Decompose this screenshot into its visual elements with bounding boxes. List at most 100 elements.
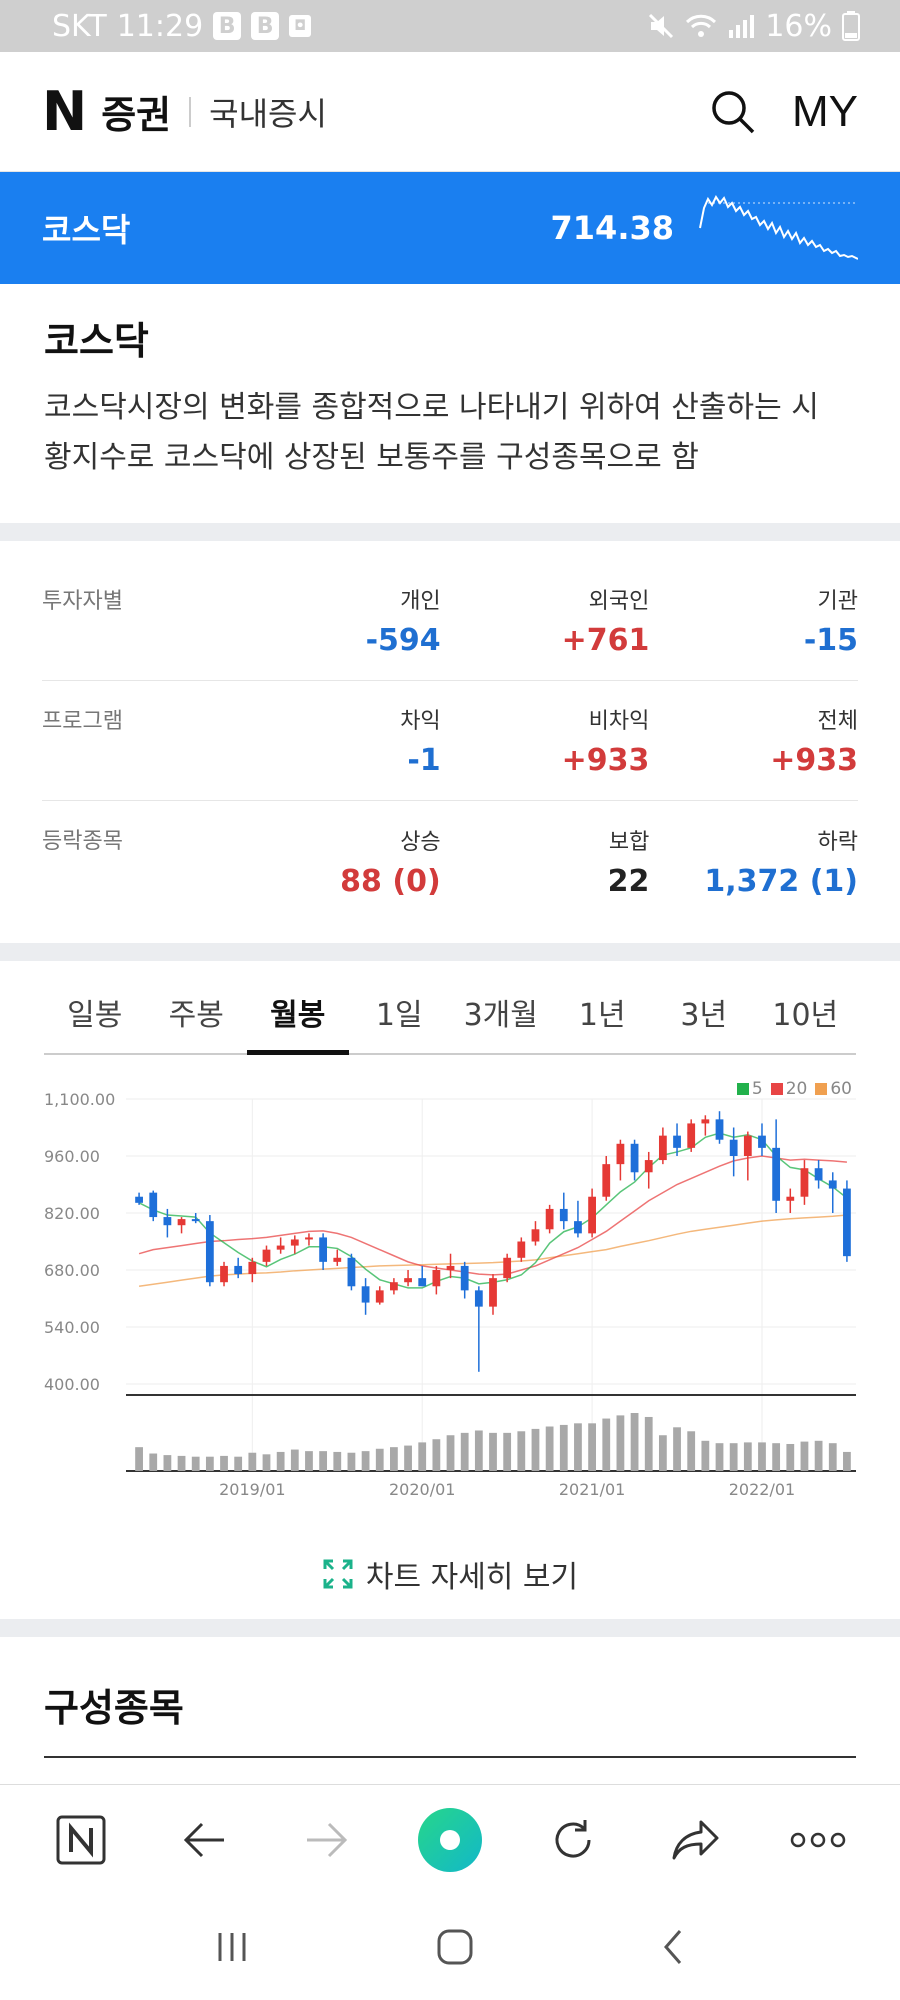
tab-1day[interactable]: 1일 xyxy=(375,998,423,1033)
index-description: 코스닥 코스닥시장의 변화를 종합적으로 나타내기 위하여 산출하는 시 황지수… xyxy=(0,284,900,523)
candle-body xyxy=(418,1278,427,1287)
stat-value: 22 xyxy=(607,863,650,899)
volume-bar xyxy=(375,1448,384,1471)
candle-body xyxy=(305,1237,313,1240)
back-button[interactable] xyxy=(164,1800,244,1880)
volume-bar xyxy=(489,1432,497,1471)
detail-label: 차트 자세히 보기 xyxy=(365,1560,579,1595)
green-dot-button[interactable] xyxy=(410,1800,490,1880)
tab-monthly[interactable]: 월봉 xyxy=(247,981,349,1055)
forward-button[interactable] xyxy=(287,1800,367,1880)
constituents-title: 구성종목 xyxy=(44,1677,856,1758)
volume-bar xyxy=(574,1423,582,1471)
green-dot-icon xyxy=(417,1807,482,1872)
volume-bar xyxy=(248,1452,257,1471)
candle-body xyxy=(644,1160,653,1173)
volume-bar xyxy=(474,1430,483,1471)
candle-body xyxy=(319,1237,328,1262)
description-title: 코스닥 xyxy=(44,319,149,363)
y-tick-label: 960.00 xyxy=(44,1147,100,1166)
refresh-button[interactable] xyxy=(533,1800,613,1880)
more-button[interactable] xyxy=(778,1800,858,1880)
volume-bar xyxy=(276,1451,285,1471)
browser-toolbar xyxy=(0,1784,900,1894)
stat-key: 외국인 xyxy=(588,589,650,614)
recent-apps-icon[interactable] xyxy=(212,1929,252,1965)
stat-value: -15 xyxy=(803,623,859,658)
tab-1year[interactable]: 1년 xyxy=(578,998,626,1033)
stat-key: 전체 xyxy=(817,709,859,734)
chart-legend: 5 20 60 xyxy=(736,1079,852,1099)
volume-bar xyxy=(715,1443,724,1471)
x-tick-label: 2020/01 xyxy=(389,1480,455,1499)
volume-bar xyxy=(517,1431,526,1471)
logo[interactable]: N 증권 xyxy=(42,80,171,143)
tab-10year[interactable]: 10년 xyxy=(772,998,839,1033)
stat-label: 투자자별 xyxy=(42,589,123,614)
candle-body xyxy=(743,1135,752,1156)
chart-section: 일봉 주봉 월봉 1일 3개월 1년 3년 10년 1,100.00 960.00… xyxy=(0,961,900,1619)
volume-bar xyxy=(701,1440,710,1471)
volume-bar xyxy=(220,1455,228,1471)
volume-bar xyxy=(843,1451,851,1471)
battery-percent: 16% xyxy=(765,8,832,44)
candle-body xyxy=(262,1249,271,1262)
volume-bar xyxy=(743,1442,752,1471)
candle-body xyxy=(772,1147,781,1201)
candle-body xyxy=(333,1257,342,1262)
candle-body xyxy=(616,1143,625,1165)
y-tick-label: 820.00 xyxy=(44,1204,100,1223)
volume-bar xyxy=(432,1439,441,1471)
arrow-left-icon xyxy=(184,1822,225,1857)
tab-weekly[interactable]: 주봉 xyxy=(168,998,224,1033)
share-button[interactable] xyxy=(656,1800,736,1880)
candle-body xyxy=(701,1119,710,1124)
b-app-icon: B xyxy=(251,12,280,40)
constituents-section: 구성종목 xyxy=(0,1637,900,1758)
my-button[interactable]: MY xyxy=(792,86,858,136)
description-text: 코스닥시장의 변화를 종합적으로 나타내기 위하여 산출하는 시 황지수로 코스… xyxy=(44,383,856,483)
stat-key: 비차익 xyxy=(588,709,650,734)
volume-bar xyxy=(729,1443,738,1471)
candlestick-chart[interactable]: 1,100.00 960.00 820.00 680.00 540.00 400.00 20… xyxy=(44,1069,856,1529)
search-icon[interactable] xyxy=(710,89,756,135)
candle-body xyxy=(729,1139,738,1156)
tab-3month[interactable]: 3개월 xyxy=(463,998,538,1033)
x-tick-label: 2021/01 xyxy=(559,1480,625,1499)
volume-bar xyxy=(163,1455,172,1471)
section-link[interactable]: 국내증시 xyxy=(209,94,327,133)
legend-item: 20 xyxy=(770,1079,807,1099)
y-tick-label: 1,100.00 xyxy=(44,1090,115,1109)
tab-3year[interactable]: 3년 xyxy=(680,998,728,1033)
chart-detail-button[interactable]: 차트 자세히 보기 xyxy=(44,1529,856,1619)
candle-body xyxy=(205,1221,214,1283)
advance-decline-row: 등락종목 상승 88 (0) 보합 22 하락 1,372 (1) xyxy=(42,801,858,921)
index-summary-bar[interactable]: 코스닥 714.38 xyxy=(0,172,900,284)
home-icon[interactable] xyxy=(435,1927,475,1967)
logo-title: 증권 xyxy=(101,93,172,137)
x-tick-label: 2022/01 xyxy=(729,1480,795,1499)
status-bar: SKT 11:29 B B ◘ 16% xyxy=(0,0,900,52)
candle-body xyxy=(673,1135,681,1148)
candle-body xyxy=(234,1265,243,1275)
volume-bar xyxy=(149,1453,158,1471)
candle-body xyxy=(135,1196,143,1203)
share-icon xyxy=(672,1820,719,1859)
y-tick-label: 540.00 xyxy=(44,1318,100,1337)
candle-body xyxy=(658,1135,667,1161)
volume-bar xyxy=(305,1451,313,1471)
period-tabs: 일봉 주봉 월봉 1일 3개월 1년 3년 10년 xyxy=(44,981,856,1055)
volume-bar xyxy=(658,1435,667,1471)
tab-daily[interactable]: 일봉 xyxy=(67,998,123,1033)
stat-value: -594 xyxy=(365,623,441,658)
chart-canvas: 1,100.00 960.00 820.00 680.00 540.00 400.00 20… xyxy=(44,1090,856,1499)
program-row: 프로그램 차익 -1 비차익 +933 전체 +933 xyxy=(42,681,858,801)
candle-body xyxy=(531,1229,540,1242)
volume-bar xyxy=(531,1428,540,1471)
back-nav-icon[interactable] xyxy=(658,1927,688,1967)
home-n-button[interactable] xyxy=(41,1800,121,1880)
index-name: 코스닥 xyxy=(42,211,131,249)
volume-bar xyxy=(559,1424,568,1471)
legend-item: 5 xyxy=(736,1079,763,1099)
volume-bar xyxy=(588,1423,596,1471)
